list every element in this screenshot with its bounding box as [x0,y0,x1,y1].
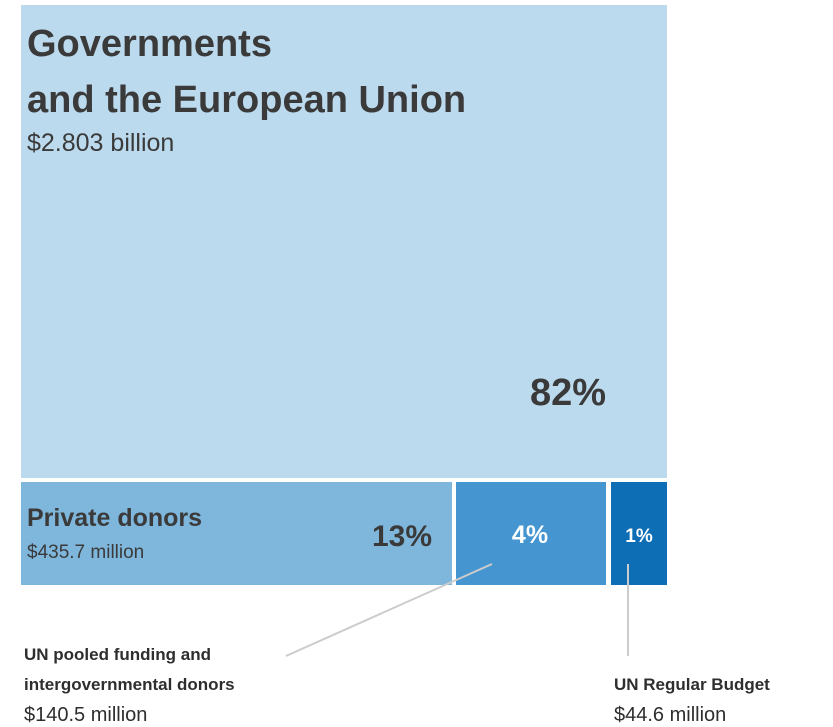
private-donors-percent: 13% [372,520,432,553]
treemap-cell-private-donors [21,482,452,585]
un-pooled-funding-label-line-1: UN pooled funding and [24,645,211,664]
treemap-cell-governments [21,5,667,478]
governments-label-line-2: and the European Union [27,79,466,121]
governments-amount: $2.803 billion [27,129,174,157]
un-pooled-funding-percent: 4% [512,521,548,549]
private-donors-label: Private donors [27,504,202,532]
un-pooled-funding-label-line-2: intergovernmental donors [24,675,235,694]
un-regular-budget-label: UN Regular Budget [614,675,770,694]
governments-percent: 82% [530,372,606,414]
callout-line-un-pooled-funding [285,563,493,657]
private-donors-amount: $435.7 million [27,542,144,563]
un-regular-budget-percent: 1% [625,526,653,547]
treemap-cell-un-regular-budget [611,482,667,585]
governments-label-line-1: Governments [27,23,272,65]
un-pooled-funding-amount: $140.5 million [24,704,147,726]
un-regular-budget-amount: $44.6 million [614,704,726,726]
